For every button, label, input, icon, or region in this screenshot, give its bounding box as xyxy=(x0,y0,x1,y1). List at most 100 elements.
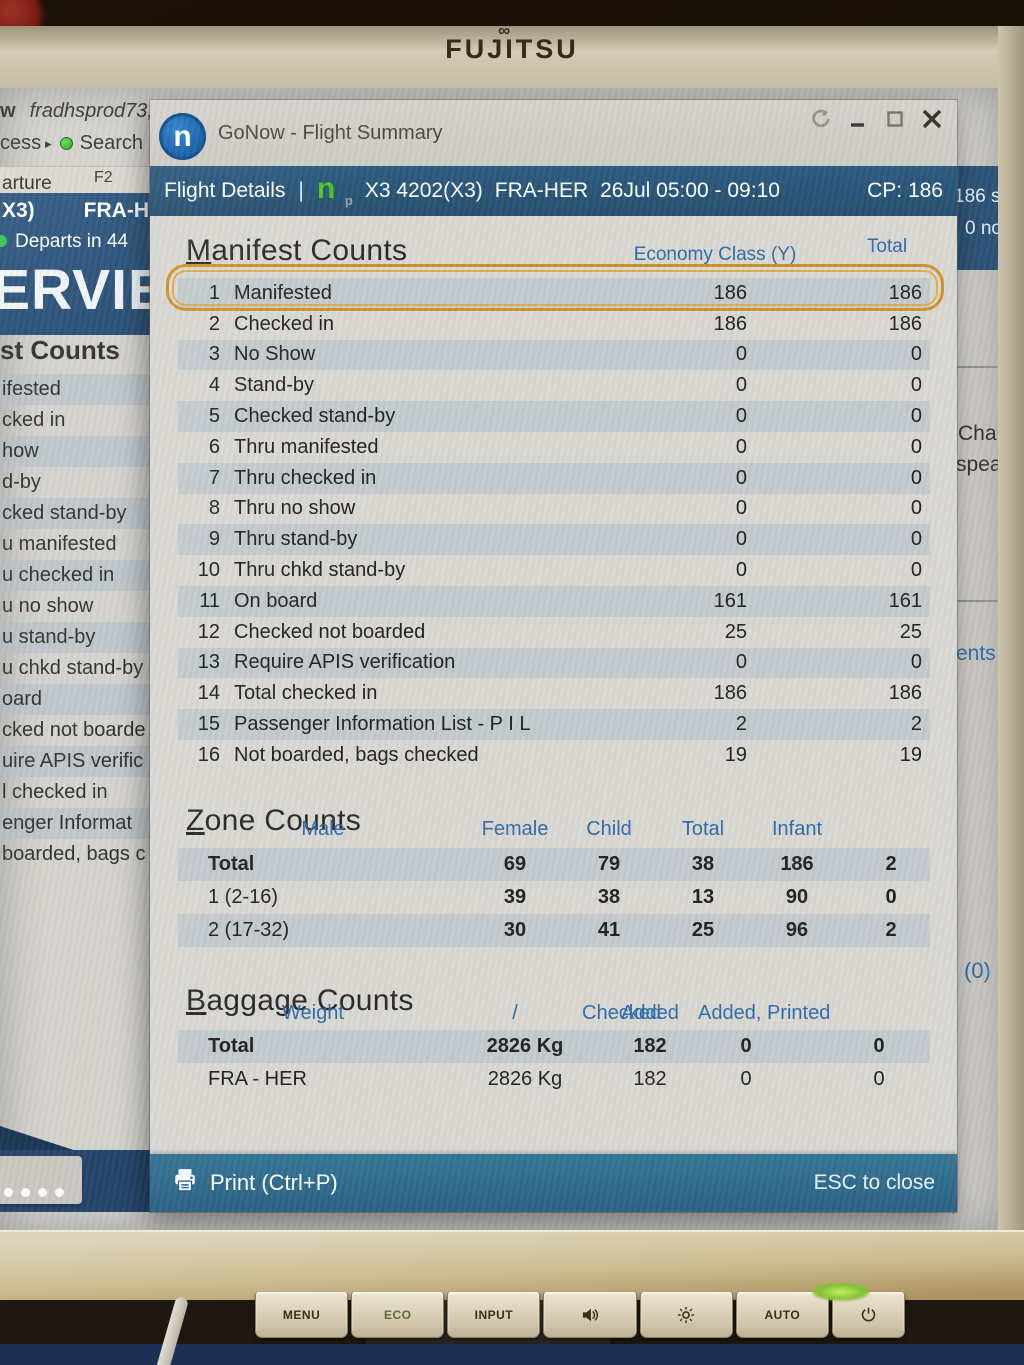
row-number: 3 xyxy=(208,343,220,366)
row-label: Checked stand-by xyxy=(234,405,396,428)
total-value: 0 xyxy=(910,405,922,428)
bg-zero-count: (0) xyxy=(964,958,991,983)
manifest-counts-title: Manifest Counts xyxy=(186,234,408,267)
zone-column-header: Total xyxy=(681,818,725,840)
printer-icon xyxy=(172,1167,198,1199)
bg-list-item: u chkd stand-by xyxy=(2,657,144,679)
zone-column-header: Infant xyxy=(771,818,823,840)
bg-list-item: l checked in xyxy=(2,781,108,803)
bg-route: FRA-H xyxy=(83,199,149,222)
manifest-row: 1 Manifested 186 186 xyxy=(166,264,944,311)
auto-button[interactable]: AUTO xyxy=(735,1292,829,1338)
total-value: 0 xyxy=(910,343,922,366)
row-label: Stand-by xyxy=(234,374,315,397)
zone-column-header: Male xyxy=(301,818,345,840)
baggage-row: Total 2826 Kg 182 0 0 xyxy=(178,1030,930,1063)
baggage-added-printed: 0 xyxy=(873,1068,885,1090)
bg-noshow-count: 0 no: xyxy=(965,218,998,239)
row-label: Not boarded, bags checked xyxy=(234,743,479,766)
bg-departs-countdown: Departs in 44 xyxy=(15,231,129,252)
dialog-titlebar[interactable]: n GoNow - Flight Summary xyxy=(150,100,957,166)
row-label: Checked not boarded xyxy=(234,620,426,643)
bg-counts-title: st Counts xyxy=(0,335,120,365)
zone-child: 13 xyxy=(691,886,715,908)
manifest-row: 6 Thru manifested 0 0 xyxy=(178,432,930,463)
bg-sold-count: 186 sol xyxy=(954,186,998,207)
manifest-row: 8 Thru no show 0 0 xyxy=(178,494,930,525)
baggage-added-printed: 0 xyxy=(873,1035,885,1057)
bg-list-item: boarded, bags c xyxy=(2,843,146,865)
total-value: 0 xyxy=(910,374,922,397)
eco-button[interactable]: ECO xyxy=(351,1292,445,1338)
bg-departure-item[interactable]: arture xyxy=(2,173,52,194)
zone-female: 41 xyxy=(597,919,621,941)
cp-count: CP: 186 xyxy=(867,179,943,202)
bg-menu-access[interactable]: cess xyxy=(0,132,42,154)
baggage-counts-title: Baggage Counts xyxy=(186,984,414,1017)
bg-ents-fragment: ents xyxy=(956,642,996,665)
ellipsis-dots-icon xyxy=(4,1188,64,1197)
baggage-column-header: Added, Printed xyxy=(698,1002,831,1024)
print-label: Print (Ctrl+P) xyxy=(210,1170,338,1195)
economy-value: 0 xyxy=(735,528,747,551)
total-value: 19 xyxy=(899,743,922,766)
manifest-row: 5 Checked stand-by 0 0 xyxy=(178,401,930,432)
submenu-arrow-icon: ▸ xyxy=(45,135,52,151)
bg-list-item: u manifested xyxy=(2,533,117,555)
bg-bottom-panel[interactable] xyxy=(0,1156,82,1204)
print-button[interactable]: Print (Ctrl+P) xyxy=(172,1167,338,1199)
zone-infant: 0 xyxy=(885,886,897,908)
input-button[interactable]: INPUT xyxy=(447,1292,541,1338)
manifest-row: 3 No Show 0 0 xyxy=(178,339,930,371)
baggage-label: Total xyxy=(208,1035,255,1057)
bg-charge-fragment: Charg xyxy=(958,422,998,445)
economy-column-header: Economy Class (Y) xyxy=(633,244,797,265)
zone-total: 186 xyxy=(780,853,814,875)
bg-list-item: u stand-by xyxy=(0,622,154,653)
row-number: 15 xyxy=(197,713,220,736)
desk-edge xyxy=(0,1344,1024,1365)
close-icon[interactable] xyxy=(919,106,945,132)
row-number: 9 xyxy=(208,528,220,551)
bg-overview-title: ERVIE xyxy=(0,258,152,322)
monitor-bezel-top: ∞ FUJITSU xyxy=(0,21,1024,88)
row-label: Thru manifested xyxy=(234,435,379,458)
economy-value: 0 xyxy=(735,343,747,366)
zone-total: 96 xyxy=(785,919,809,941)
brightness-button[interactable] xyxy=(639,1292,733,1338)
total-value: 0 xyxy=(910,528,922,551)
refresh-icon[interactable] xyxy=(808,106,834,132)
manifest-row: 4 Stand-by 0 0 xyxy=(178,370,930,401)
baggage-column-header: Checked xyxy=(582,1002,661,1024)
row-number: 2 xyxy=(208,312,220,335)
gonow-logo: n xyxy=(159,113,206,160)
zone-row: 1 (2-16) 39 38 13 90 0 xyxy=(178,881,930,914)
baggage-checked: 182 xyxy=(633,1068,667,1090)
total-value: 2 xyxy=(910,713,922,736)
manifest-row: 15 Passenger Information List - P I L 2 … xyxy=(178,709,930,740)
minimize-icon[interactable] xyxy=(845,106,871,132)
flight-details-label: Flight Details xyxy=(164,179,286,202)
economy-value: 186 xyxy=(713,312,747,335)
economy-value: 0 xyxy=(735,374,747,397)
menu-button[interactable]: MENU xyxy=(255,1292,349,1338)
bg-search-item[interactable]: Search xyxy=(79,132,144,154)
economy-value: 0 xyxy=(735,405,747,428)
total-value: 186 xyxy=(888,281,922,304)
zone-row: 2 (17-32) 30 41 25 96 2 xyxy=(178,914,930,947)
baggage-label: FRA - HER xyxy=(208,1068,307,1090)
total-value: 25 xyxy=(899,620,922,643)
bg-user-row: w fradhsprod73, A xyxy=(0,100,172,122)
zone-column-header: Female xyxy=(481,818,549,840)
bg-right-summary-box: 186 sol 0 no: xyxy=(952,166,998,270)
economy-value: 25 xyxy=(724,620,747,643)
bg-list-item: enger Informat xyxy=(0,808,154,839)
maximize-icon[interactable] xyxy=(882,106,908,132)
bg-list-item: oard xyxy=(0,684,154,715)
volume-button[interactable] xyxy=(543,1292,637,1338)
row-label: Checked in xyxy=(234,312,335,335)
flight-route: FRA-HER xyxy=(494,179,589,202)
economy-value: 0 xyxy=(735,651,747,674)
